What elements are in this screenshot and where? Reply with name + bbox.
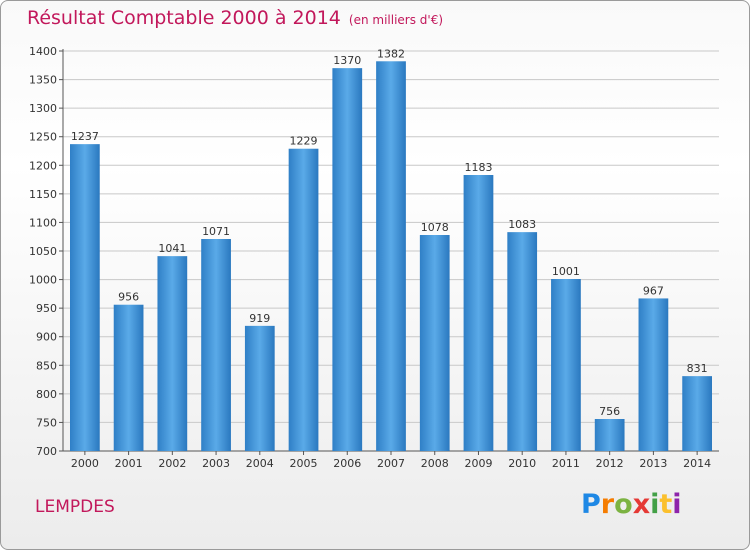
logo-letter: i — [650, 489, 660, 520]
bar-2014 — [682, 376, 713, 451]
y-tick-label: 750 — [36, 416, 57, 429]
bar-2004 — [244, 325, 275, 451]
bar-2009 — [463, 175, 494, 451]
x-tick-label-2005: 2005 — [290, 457, 318, 470]
bar-2008 — [419, 235, 450, 451]
data-label-2012: 756 — [599, 405, 620, 418]
logo-letter: i — [672, 489, 682, 520]
data-label-2006: 1370 — [333, 54, 361, 67]
y-tick-label: 950 — [36, 302, 57, 315]
data-label-2002: 1041 — [158, 242, 186, 255]
bar-chart: 700 750 800 850 900 950 1000 1050 1100 1150 1200 12… — [29, 45, 719, 470]
bar-2007 — [376, 61, 406, 452]
data-label-2003: 1071 — [202, 225, 230, 238]
x-tick-label-2014: 2014 — [683, 457, 711, 470]
y-tick-label: 1000 — [29, 274, 57, 287]
bar-2012 — [594, 419, 625, 451]
y-tick-label: 1150 — [29, 188, 57, 201]
x-tick-label-2012: 2012 — [596, 457, 624, 470]
commune-name: LEMPDES — [35, 497, 115, 517]
chart-unit-label: (en milliers d'€) — [348, 13, 444, 27]
x-tick-label-2010: 2010 — [508, 457, 536, 470]
bar-2002 — [157, 256, 188, 451]
x-tick-label-2002: 2002 — [158, 457, 186, 470]
chart-title-text: Résultat Comptable 2000 à 2014 — [27, 7, 341, 29]
data-label-2011: 1001 — [552, 265, 580, 278]
bar-2010 — [507, 232, 538, 451]
x-tick-label-2006: 2006 — [333, 457, 361, 470]
data-label-2004: 919 — [249, 312, 270, 325]
x-tick-label-2003: 2003 — [202, 457, 230, 470]
bar-2011 — [551, 279, 581, 451]
logo-letter: x — [632, 489, 651, 520]
data-label-2009: 1183 — [464, 161, 492, 174]
y-tick-label: 1250 — [29, 131, 57, 144]
bar-2005 — [288, 148, 319, 451]
y-tick-label: 900 — [36, 331, 57, 344]
logo-letter: o — [614, 489, 633, 520]
y-tick-label: 700 — [36, 445, 57, 458]
bar-2000 — [69, 144, 100, 451]
bar-2003 — [201, 239, 231, 451]
y-tick-label: 1300 — [29, 102, 57, 115]
y-tick-label: 1050 — [29, 245, 57, 258]
x-tick-label-2008: 2008 — [421, 457, 449, 470]
logo-letter: P — [581, 489, 601, 520]
bar-2001 — [113, 304, 144, 451]
data-label-2007: 1382 — [377, 47, 405, 60]
bar-layer — [69, 61, 713, 452]
chart-title: Résultat Comptable 2000 à 2014 (en millie… — [27, 7, 443, 29]
logo-letter: t — [659, 489, 673, 520]
x-tick-label-2000: 2000 — [71, 457, 99, 470]
data-label-2010: 1083 — [508, 218, 536, 231]
x-tick-label-2004: 2004 — [246, 457, 274, 470]
label-layer: 1237 956 1041 1071 919 1229 1370 1382 1078 1183 10… — [71, 47, 708, 418]
bar-2013 — [638, 298, 669, 451]
proxiti-logo[interactable]: Proxiti — [581, 489, 682, 520]
logo-letter: r — [600, 489, 615, 520]
x-tick-label-2001: 2001 — [115, 457, 143, 470]
data-label-2000: 1237 — [71, 130, 99, 143]
data-label-2013: 967 — [643, 284, 664, 297]
y-tick-label: 850 — [36, 359, 57, 372]
y-tick-label: 1350 — [29, 74, 57, 87]
x-tick-label-2013: 2013 — [639, 457, 667, 470]
y-tick-label: 1400 — [29, 45, 57, 58]
x-tick-label-2007: 2007 — [377, 457, 405, 470]
y-tick-label: 1200 — [29, 159, 57, 172]
bar-2006 — [332, 68, 363, 452]
data-label-2001: 956 — [118, 291, 139, 304]
data-label-2005: 1229 — [290, 135, 318, 148]
y-tick-label: 1100 — [29, 216, 57, 229]
x-tick-label-2011: 2011 — [552, 457, 580, 470]
data-label-2008: 1078 — [421, 221, 449, 234]
y-tick-label: 800 — [36, 388, 57, 401]
data-label-2014: 831 — [687, 362, 708, 375]
x-tick-label-2009: 2009 — [464, 457, 492, 470]
